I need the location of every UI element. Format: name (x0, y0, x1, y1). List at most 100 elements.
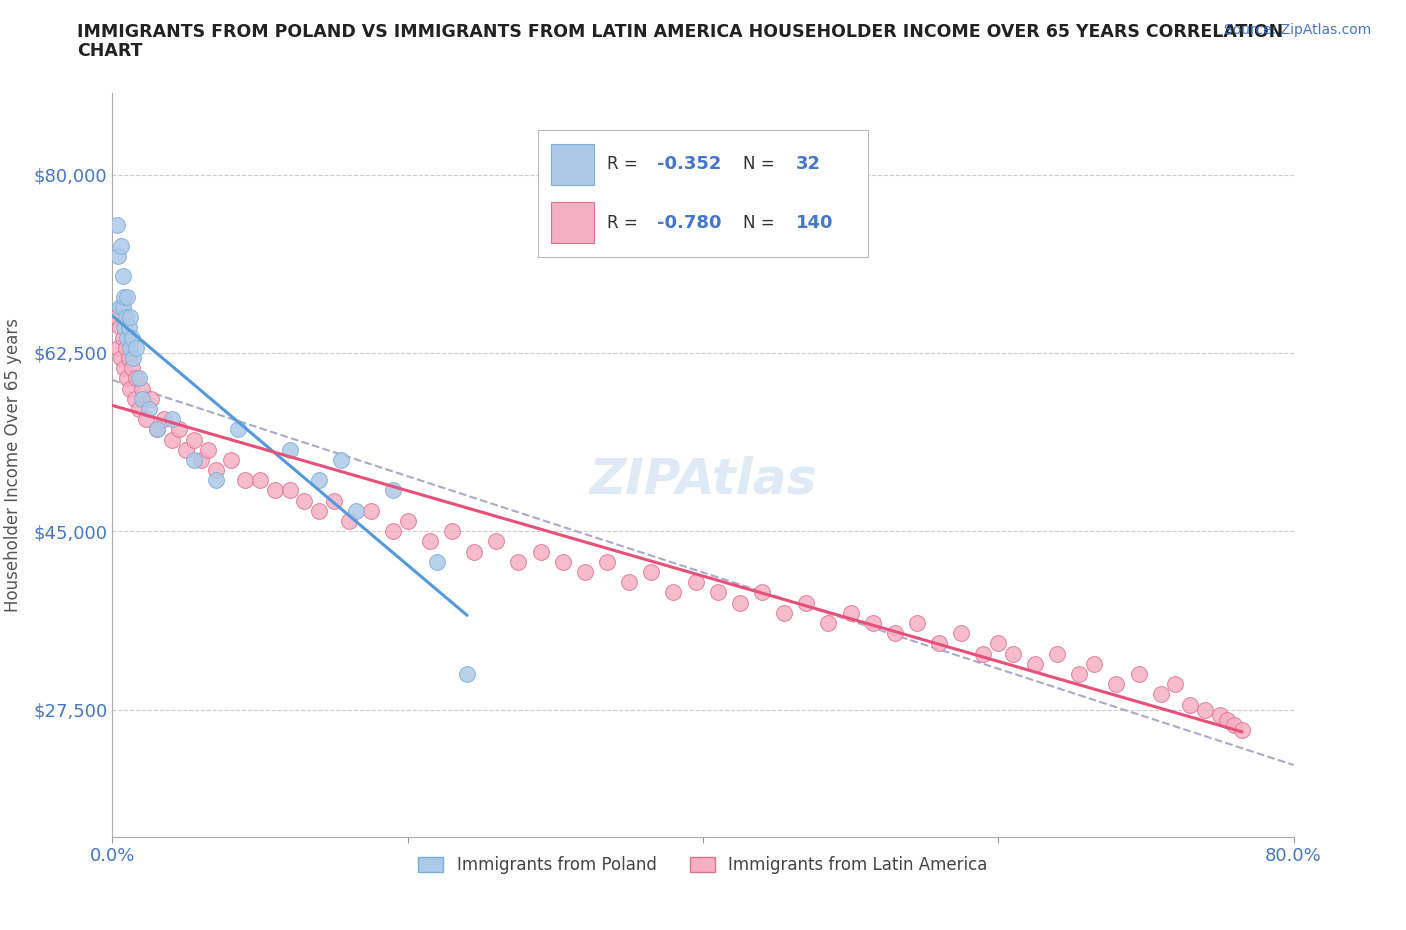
Point (905, 616, 928, 631)
Point (419, 534, 441, 549)
Point (111, 299, 134, 314)
Point (884, 626, 907, 641)
Point (120, 340, 142, 355)
Point (751, 585, 773, 600)
Point (124, 392, 146, 406)
Point (139, 392, 162, 406)
Point (574, 565, 596, 579)
Point (685, 575, 707, 590)
Point (1150, 687, 1173, 702)
Point (360, 503, 382, 518)
Point (382, 524, 405, 538)
Point (662, 585, 685, 600)
Point (128, 371, 150, 386)
Point (337, 513, 360, 528)
Point (114, 340, 136, 355)
Point (344, 503, 367, 518)
Point (728, 595, 751, 610)
Point (197, 443, 219, 458)
Point (226, 422, 249, 437)
Point (278, 483, 301, 498)
Point (278, 443, 301, 458)
Point (105, 218, 128, 232)
Point (308, 503, 330, 518)
Point (125, 371, 148, 386)
Point (183, 453, 205, 468)
Point (382, 483, 405, 498)
Point (249, 472, 271, 487)
Point (183, 432, 205, 447)
Point (146, 422, 169, 437)
Point (125, 340, 148, 355)
Point (112, 289, 135, 304)
Point (146, 422, 169, 437)
Text: ZIPAtlas: ZIPAtlas (589, 456, 817, 504)
Point (174, 443, 197, 458)
Point (160, 432, 183, 447)
Point (111, 269, 134, 284)
Point (107, 248, 129, 263)
Text: IMMIGRANTS FROM POLAND VS IMMIGRANTS FROM LATIN AMERICA HOUSEHOLDER INCOME OVER : IMMIGRANTS FROM POLAND VS IMMIGRANTS FRO… (77, 23, 1284, 41)
Point (1046, 646, 1069, 661)
Point (1223, 717, 1246, 732)
Point (529, 544, 551, 559)
Point (330, 453, 353, 468)
Point (112, 320, 135, 335)
Point (108, 320, 131, 335)
Point (264, 483, 287, 498)
Y-axis label: Householder Income Over 65 years: Householder Income Over 65 years (4, 318, 22, 612)
Point (138, 402, 160, 417)
Point (105, 310, 128, 325)
Point (117, 371, 138, 386)
Point (110, 238, 132, 253)
Legend: Immigrants from Poland, Immigrants from Latin America: Immigrants from Poland, Immigrants from … (412, 849, 994, 881)
Point (1024, 657, 1046, 671)
Point (1069, 667, 1091, 682)
Point (131, 392, 153, 406)
Point (121, 361, 143, 376)
Text: CHART: CHART (77, 42, 143, 60)
Point (110, 351, 132, 365)
Point (131, 381, 153, 396)
Point (135, 412, 157, 427)
Point (463, 544, 485, 559)
Point (160, 412, 183, 427)
Point (117, 330, 138, 345)
Point (107, 340, 129, 355)
Point (1128, 667, 1150, 682)
Point (426, 554, 449, 569)
Point (640, 565, 662, 579)
Point (839, 605, 862, 620)
Point (190, 453, 212, 468)
Point (973, 646, 995, 661)
Point (1083, 657, 1105, 671)
Point (1105, 677, 1128, 692)
Point (292, 493, 315, 508)
Point (773, 605, 796, 620)
Point (441, 524, 464, 538)
Point (219, 453, 242, 468)
Point (862, 616, 884, 631)
Point (121, 330, 143, 345)
Point (118, 320, 141, 335)
Point (205, 462, 228, 477)
Point (111, 330, 134, 345)
Point (1194, 702, 1216, 717)
Point (1178, 698, 1201, 712)
Point (205, 472, 228, 487)
Point (796, 595, 818, 610)
Point (128, 402, 150, 417)
Point (1208, 707, 1232, 722)
Point (485, 534, 508, 549)
Point (1164, 677, 1187, 692)
Point (118, 351, 141, 365)
Point (987, 636, 1010, 651)
Point (112, 361, 135, 376)
Point (551, 554, 574, 569)
Point (153, 412, 176, 427)
Point (117, 289, 138, 304)
Point (1230, 723, 1253, 737)
Point (167, 422, 190, 437)
Point (508, 554, 530, 569)
Point (1001, 646, 1024, 661)
